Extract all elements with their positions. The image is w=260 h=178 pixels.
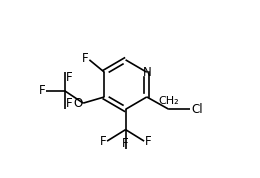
Text: F: F: [82, 53, 88, 66]
Text: F: F: [66, 71, 72, 84]
Text: O: O: [73, 97, 82, 110]
Text: F: F: [122, 137, 129, 150]
Text: F: F: [38, 84, 45, 97]
Text: CH₂: CH₂: [159, 96, 179, 106]
Text: F: F: [66, 97, 72, 110]
Text: Cl: Cl: [191, 103, 203, 116]
Text: N: N: [142, 66, 151, 79]
Text: F: F: [145, 135, 152, 148]
Text: F: F: [100, 135, 106, 148]
